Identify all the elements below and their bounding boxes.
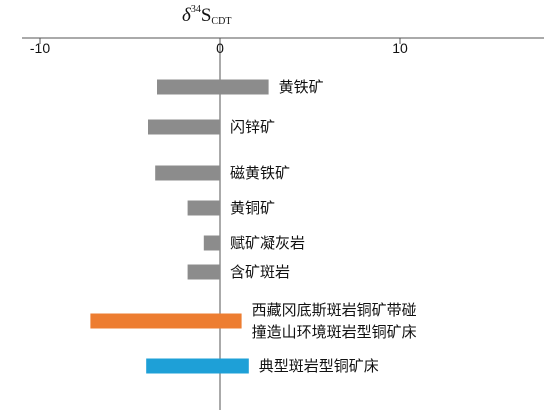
x-ticks	[39, 38, 401, 44]
category-label: 含矿斑岩	[230, 263, 291, 281]
bar	[90, 313, 242, 329]
bar	[146, 358, 249, 374]
x-tick-label: 10	[392, 40, 408, 56]
category-label: 西藏冈底斯斑岩铜矿带碰 撞造山环境斑岩型铜矿床	[251, 301, 417, 341]
category-label: 赋矿凝灰岩	[230, 234, 306, 252]
bar	[187, 264, 220, 280]
bar	[148, 119, 220, 135]
category-label: 典型斑岩型铜矿床	[258, 357, 379, 375]
category-label: 磁黄铁矿	[230, 164, 291, 182]
bar	[187, 200, 220, 216]
category-label: 黄铁矿	[278, 78, 324, 96]
bar	[155, 165, 220, 181]
category-label: 闪锌矿	[230, 118, 276, 136]
bar	[203, 235, 220, 251]
bars	[90, 79, 269, 374]
x-axis-title: δ34SCDT	[182, 4, 232, 27]
x-tick-label: -10	[29, 40, 51, 56]
bar	[157, 79, 269, 95]
category-label: 黄铜矿	[230, 199, 276, 217]
x-tick-label: 0	[216, 40, 224, 56]
